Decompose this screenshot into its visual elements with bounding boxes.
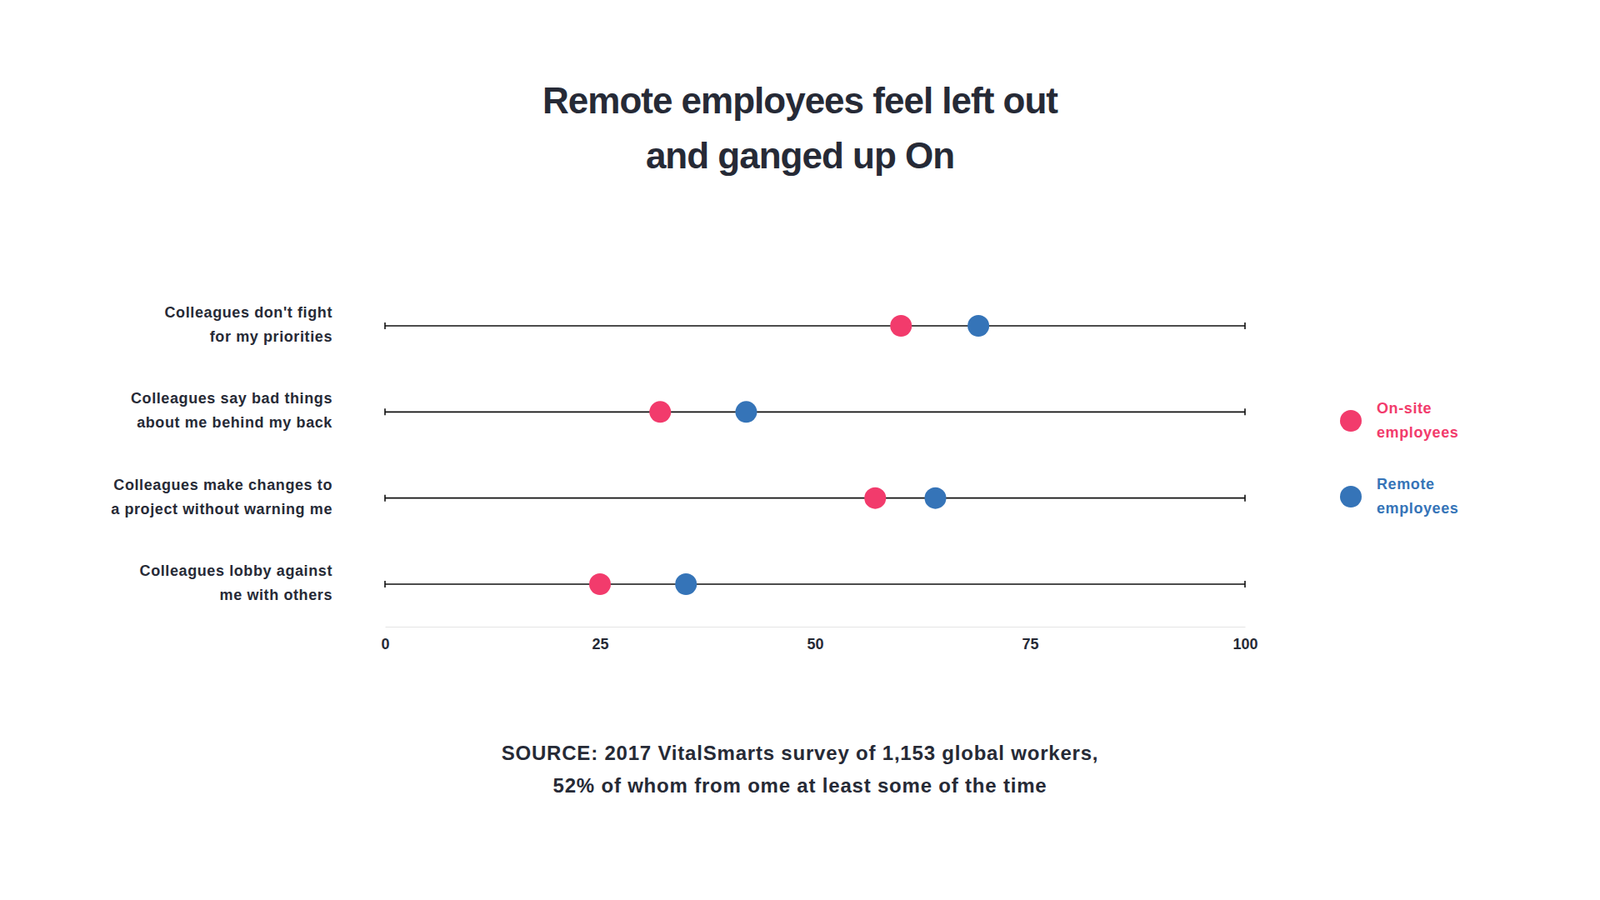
row-line xyxy=(385,411,1245,414)
dot xyxy=(864,487,886,510)
title-line: and ganged up On xyxy=(645,135,955,176)
source-note: SOURCE: 2017 VitalSmarts survey of 1,153… xyxy=(501,741,1100,797)
row-end-cap xyxy=(1244,408,1246,415)
row-end-cap xyxy=(1244,580,1246,588)
title-line: Remote employees feel left out xyxy=(542,80,1059,121)
x-tick-label: 50 xyxy=(806,635,824,653)
dot xyxy=(924,487,946,510)
legend-label: On-site employees xyxy=(1376,400,1459,441)
row-end-cap xyxy=(384,408,386,415)
row-end-cap xyxy=(384,322,386,330)
x-tick-label: 100 xyxy=(1232,635,1258,653)
dot xyxy=(967,315,990,337)
dot xyxy=(649,400,671,423)
x-tick-label: 0 xyxy=(380,635,390,653)
x-tick: 50 xyxy=(806,626,824,653)
x-axis: 0 25 50 75 100 xyxy=(380,626,1258,653)
row-line xyxy=(385,583,1245,585)
source-note-line: SOURCE: 2017 VitalSmarts survey of 1,153… xyxy=(501,741,1100,765)
category-label: Colleagues lobby against me with others xyxy=(140,562,333,604)
dot xyxy=(890,315,912,337)
chart: Remote employees feel left out and ganged… xyxy=(0,0,1600,900)
row-end-cap xyxy=(1244,322,1246,330)
category-label-line: Colleagues lobby against xyxy=(140,562,333,580)
legend-label-line: Remote xyxy=(1376,475,1435,493)
x-tick-label: 25 xyxy=(591,635,609,653)
x-tick: 0 xyxy=(380,626,390,653)
x-tick: 75 xyxy=(1021,626,1039,653)
series xyxy=(675,315,990,595)
legend-label-line: employees xyxy=(1376,424,1459,441)
row-end-cap xyxy=(1244,495,1246,502)
row-line xyxy=(385,497,1245,500)
title: Remote employees feel left out and ganged… xyxy=(542,80,1059,176)
row-end-cap xyxy=(384,495,386,502)
plot-area xyxy=(589,315,990,595)
category-label-line: Colleagues make changes to xyxy=(113,476,333,494)
category-label-line: a project without warning me xyxy=(110,500,333,518)
dot xyxy=(589,573,611,595)
x-tick-label: 75 xyxy=(1021,635,1039,653)
category-label-line: me with others xyxy=(220,586,333,604)
dot xyxy=(735,400,757,423)
x-axis-line xyxy=(385,626,1246,628)
category-label-line: Colleagues don't fight xyxy=(165,304,333,321)
row-end-cap xyxy=(384,580,386,588)
category-label-line: about me behind my back xyxy=(136,414,333,431)
legend: On-site employees Remote employees xyxy=(1340,400,1459,517)
legend-swatch xyxy=(1340,485,1362,508)
legend-label: Remote employees xyxy=(1376,475,1459,517)
legend-label-line: On-site xyxy=(1376,400,1432,417)
category-label: Colleagues make changes to a project with… xyxy=(110,476,333,518)
legend-swatch xyxy=(1340,410,1362,432)
category-label-line: for my priorities xyxy=(210,328,333,345)
x-tick: 25 xyxy=(591,626,609,653)
category-label: Colleagues don't fight for my priorities xyxy=(165,304,333,345)
category-label-line: Colleagues say bad things xyxy=(130,390,333,407)
series xyxy=(589,315,912,595)
dot xyxy=(675,573,697,595)
source-note-line: 52% of whom from ome at least some of th… xyxy=(553,774,1048,797)
category-label: Colleagues say bad things about me behind… xyxy=(130,390,333,431)
legend-label-line: employees xyxy=(1376,500,1459,517)
x-tick: 100 xyxy=(1232,626,1258,653)
row-line xyxy=(385,325,1245,327)
row-lines xyxy=(385,322,1245,588)
